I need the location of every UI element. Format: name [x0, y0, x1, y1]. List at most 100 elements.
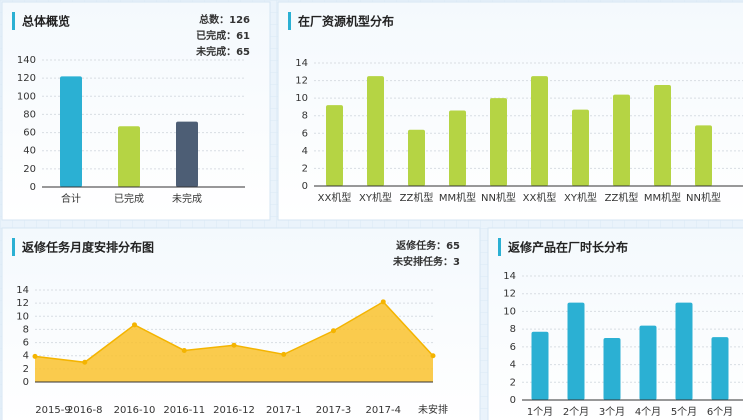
x-tick-label: 未安排 — [418, 403, 448, 416]
y-tick-label: 2 — [302, 163, 308, 174]
bar — [675, 302, 693, 400]
y-tick-label: 120 — [17, 73, 36, 84]
x-tick-label: 2016-8 — [67, 405, 102, 416]
y-tick-label: 14 — [16, 285, 29, 296]
annotation: 已完成：61 — [196, 29, 250, 42]
y-tick-label: 100 — [17, 91, 36, 102]
point — [82, 359, 88, 365]
bar — [490, 98, 507, 186]
x-tick-label: 2016-12 — [213, 405, 255, 416]
point — [281, 351, 287, 357]
x-tick-label: 2017-4 — [366, 405, 401, 416]
x-tick-label: 2015-9 — [35, 405, 70, 416]
x-tick-label: XY机型 — [564, 191, 597, 204]
bar — [711, 337, 729, 400]
bar — [567, 302, 585, 400]
annotation: 未安排任务：3 — [392, 255, 460, 268]
area — [35, 301, 433, 382]
x-tick-label: 2个月 — [563, 406, 589, 418]
y-tick-label: 0 — [302, 181, 308, 192]
y-tick-label: 4 — [302, 146, 308, 157]
y-tick-label: 4 — [23, 351, 29, 362]
x-tick-label: NN机型 — [686, 191, 721, 204]
title-marker — [288, 12, 291, 30]
x-tick-label: 2017-1 — [266, 405, 301, 416]
y-tick-label: 14 — [295, 58, 308, 69]
x-tick-label: 6个月 — [707, 406, 733, 418]
y-tick-label: 6 — [23, 338, 29, 349]
x-tick-label: 未完成 — [172, 192, 202, 205]
x-tick-label: 已完成 — [114, 192, 144, 205]
bar — [639, 325, 657, 400]
y-tick-label: 0 — [23, 377, 29, 388]
y-tick-label: 2 — [23, 364, 29, 375]
panel — [277, 1, 743, 221]
y-tick-label: 0 — [510, 395, 516, 406]
point — [331, 328, 336, 334]
bar — [60, 76, 82, 187]
title-marker — [12, 238, 15, 256]
y-tick-label: 8 — [23, 324, 29, 335]
y-tick-label: 12 — [16, 298, 29, 309]
annotation: 返修任务：65 — [396, 239, 460, 252]
y-tick-label: 40 — [23, 146, 36, 157]
y-tick-label: 60 — [23, 128, 36, 139]
y-tick-label: 10 — [295, 93, 308, 104]
bar — [695, 125, 712, 186]
bar — [603, 338, 621, 400]
panel-title: 总体概览 — [22, 14, 70, 29]
x-tick-label: NN机型 — [481, 191, 516, 204]
y-tick-label: 14 — [503, 271, 516, 282]
bar — [326, 105, 343, 186]
bar — [613, 94, 630, 186]
x-tick-label: 合计 — [61, 192, 81, 205]
y-tick-label: 6 — [510, 342, 516, 353]
y-tick-label: 12 — [503, 289, 516, 300]
bar — [531, 331, 549, 400]
title-marker — [498, 238, 501, 256]
y-tick-label: 6 — [302, 128, 308, 139]
panel-title: 返修产品在厂时长分布 — [508, 240, 628, 255]
x-tick-label: MM机型 — [644, 191, 681, 204]
point — [231, 342, 237, 348]
panel-title: 在厂资源机型分布 — [298, 14, 394, 29]
point — [181, 347, 187, 353]
x-tick-label: XX机型 — [318, 191, 352, 204]
y-tick-label: 2 — [510, 377, 516, 388]
y-tick-label: 20 — [23, 164, 36, 175]
bar — [367, 76, 384, 186]
bar — [531, 76, 548, 186]
y-tick-label: 4 — [510, 360, 516, 371]
annotation: 未完成：65 — [195, 45, 250, 58]
x-tick-label: 3个月 — [599, 406, 625, 418]
y-tick-label: 12 — [295, 76, 308, 87]
bar — [176, 121, 198, 187]
x-tick-label: XY机型 — [359, 191, 392, 204]
bar — [654, 84, 671, 186]
point — [430, 353, 436, 359]
point — [380, 299, 386, 305]
bar — [408, 129, 425, 186]
x-tick-label: ZZ机型 — [400, 191, 434, 204]
point — [32, 353, 38, 359]
y-tick-label: 0 — [30, 182, 36, 193]
y-tick-label: 80 — [23, 109, 36, 120]
bar — [449, 110, 466, 186]
point — [132, 322, 137, 328]
panel-title: 返修任务月度安排分布图 — [22, 240, 154, 255]
y-tick-label: 10 — [503, 306, 516, 317]
x-tick-label: MM机型 — [439, 191, 476, 204]
x-tick-label: XX机型 — [523, 191, 557, 204]
bar — [118, 126, 140, 187]
x-tick-label: 5个月 — [671, 406, 697, 418]
y-tick-label: 8 — [302, 111, 308, 122]
x-tick-label: 4个月 — [635, 406, 661, 418]
x-tick-label: 2016-11 — [163, 405, 205, 416]
x-tick-label: 1个月 — [527, 406, 553, 418]
bar — [572, 109, 589, 186]
x-tick-label: 2017-3 — [316, 405, 351, 416]
annotation: 总数：126 — [199, 13, 250, 26]
title-marker — [12, 12, 15, 30]
y-tick-label: 140 — [17, 55, 36, 66]
